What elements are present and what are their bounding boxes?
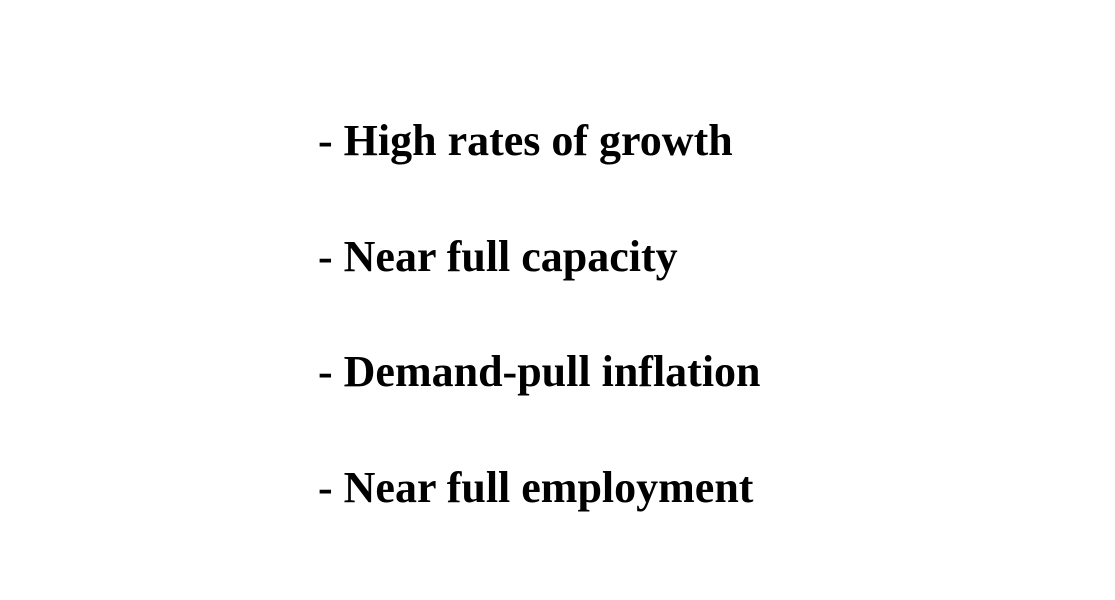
bullet-near-full-capacity: - Near full capacity (318, 231, 678, 281)
bullet-demand-pull-inflation: - Demand-pull inflation (318, 347, 761, 396)
bullet-list: - High rates of growth - Near full capac… (318, 112, 761, 516)
bullet-high-rates-of-growth: - High rates of growth (318, 116, 733, 165)
bullet-near-full-employment: - Near full employment (318, 462, 754, 512)
